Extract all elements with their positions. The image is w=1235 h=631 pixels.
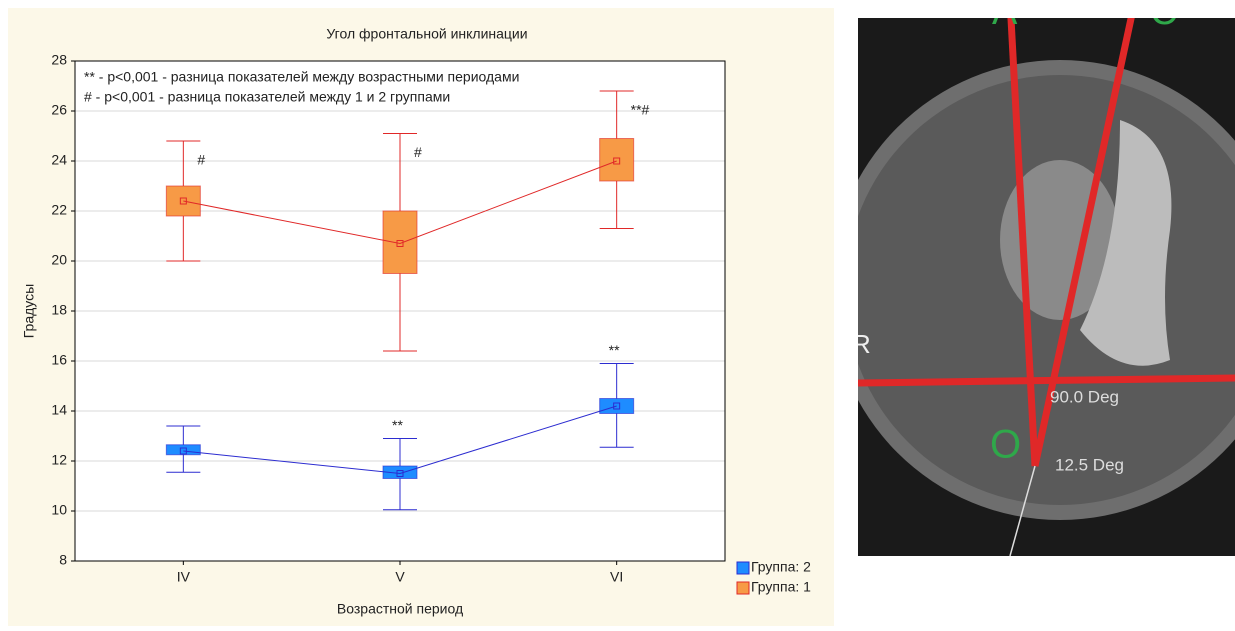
box <box>166 445 200 455</box>
ct-label: C <box>1150 0 1177 33</box>
y-tick-label: 28 <box>51 52 67 68</box>
y-tick-label: 12 <box>51 452 67 468</box>
note: ** - p<0,001 - разница показателей между… <box>84 69 519 85</box>
legend-swatch <box>737 562 749 574</box>
point-label: # <box>197 152 205 168</box>
measure-line <box>858 378 1235 383</box>
ct-label: A <box>992 0 1018 33</box>
y-tick-label: 20 <box>51 252 67 268</box>
legend-label: Группа: 2 <box>751 559 811 575</box>
y-tick-label: 10 <box>51 502 67 518</box>
y-tick-label: 18 <box>51 302 67 318</box>
box <box>383 211 417 274</box>
ct-label: 90.0 Deg <box>1050 387 1119 406</box>
y-tick-label: 26 <box>51 102 67 118</box>
ct-label: 12.5 Deg <box>1055 455 1124 474</box>
point-label: ** <box>392 417 403 433</box>
x-tick-label: IV <box>177 569 191 585</box>
chart-title: Угол фронтальной инклинации <box>326 26 527 42</box>
x-axis-label: Возрастной период <box>337 601 463 617</box>
y-tick-label: 24 <box>51 152 67 168</box>
ct-image: A C R O 90.0 Deg 12.5 Deg <box>830 0 1235 556</box>
page: Угол фронтальной инклинации Возрастной п… <box>0 0 1235 626</box>
x-tick-label: VI <box>610 569 623 585</box>
y-tick-label: 16 <box>51 352 67 368</box>
x-tick-label: V <box>395 569 405 585</box>
y-axis-label: Градусы <box>21 284 37 338</box>
ct-label: O <box>990 423 1021 467</box>
legend-swatch <box>737 582 749 594</box>
legend-label: Группа: 1 <box>751 579 811 595</box>
note: # - p<0,001 - разница показателей между … <box>84 89 450 105</box>
point-label: ** <box>609 342 620 358</box>
y-tick-label: 22 <box>51 202 67 218</box>
ct-label: R <box>852 329 871 359</box>
box <box>600 139 634 182</box>
y-tick-label: 8 <box>59 552 67 568</box>
point-label: **# <box>631 102 650 118</box>
y-tick-label: 14 <box>51 402 67 418</box>
point-label: # <box>414 144 422 160</box>
